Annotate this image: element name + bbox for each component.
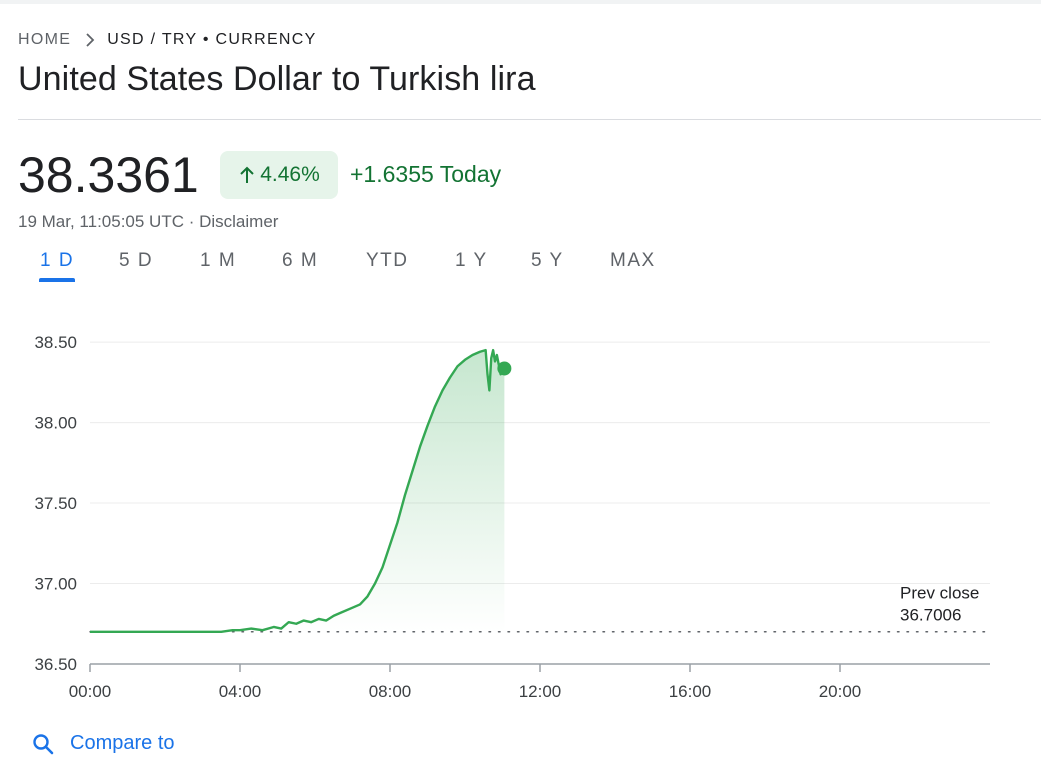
range-tabs: 1 D 5 D 1 M 6 M YTD 1 Y 5 Y MAX — [0, 250, 700, 286]
price-area — [90, 350, 505, 632]
tab-6m[interactable]: 6 M — [282, 250, 319, 271]
tab-1y[interactable]: 1 Y — [455, 250, 488, 271]
compare-to-button[interactable]: Compare to — [32, 732, 175, 755]
timestamp: 19 Mar, 11:05:05 UTC · Disclaimer — [18, 212, 279, 231]
grid-lines — [90, 341, 990, 585]
arrow-up-icon — [240, 166, 254, 183]
price-line — [90, 348, 505, 634]
x-tick-label: 20:00 — [819, 682, 862, 701]
price-line-layer — [90, 348, 512, 634]
area-fill — [90, 350, 505, 632]
tab-max[interactable]: MAX — [610, 250, 656, 271]
breadcrumb-current: USD / TRY • CURRENCY — [107, 31, 317, 48]
page-title: United States Dollar to Turkish lira — [18, 60, 536, 98]
breadcrumb: HOME USD / TRY • CURRENCY — [18, 30, 317, 50]
y-tick-label: 38.50 — [34, 333, 77, 352]
x-tick-label: 04:00 — [219, 682, 262, 701]
price-chart[interactable]: Prev close 36.7006 38.50 38.00 37.50 37.00 36… — [0, 300, 1041, 720]
y-tick-label: 38.00 — [34, 414, 77, 433]
divider — [18, 119, 1041, 120]
prev-close-layer: Prev close 36.7006 — [89, 584, 991, 633]
tab-1d[interactable]: 1 D — [40, 250, 75, 271]
current-price: 38.3361 — [18, 147, 199, 203]
tab-1m[interactable]: 1 M — [200, 250, 237, 271]
change-percent-badge: 4.46% — [220, 151, 338, 199]
tab-5d[interactable]: 5 D — [119, 250, 154, 271]
top-bar — [0, 0, 1041, 4]
x-axis — [89, 663, 990, 672]
change-absolute: +1.6355 Today — [350, 161, 502, 187]
y-tick-label: 36.50 — [34, 655, 77, 674]
current-price-marker — [497, 361, 512, 376]
prev-close-label: Prev close — [900, 584, 979, 603]
active-tab-indicator — [39, 278, 75, 282]
breadcrumb-home[interactable]: HOME — [18, 31, 72, 48]
x-tick-label: 00:00 — [69, 682, 112, 701]
y-tick-label: 37.00 — [34, 575, 77, 594]
chevron-right-icon — [79, 30, 101, 50]
tab-ytd[interactable]: YTD — [366, 250, 409, 271]
tick-labels: 38.50 38.00 37.50 37.00 36.50 00:00 04:00 08:00… — [34, 333, 861, 701]
x-tick-label: 16:00 — [669, 682, 712, 701]
prev-close-value: 36.7006 — [900, 606, 961, 625]
x-tick-label: 12:00 — [519, 682, 562, 701]
x-tick-label: 08:00 — [369, 682, 412, 701]
search-icon — [33, 733, 54, 754]
y-tick-label: 37.50 — [34, 494, 77, 513]
change-percent-value: 4.46% — [260, 163, 320, 186]
compare-to-label: Compare to — [70, 732, 175, 754]
tab-5y[interactable]: 5 Y — [531, 250, 564, 271]
